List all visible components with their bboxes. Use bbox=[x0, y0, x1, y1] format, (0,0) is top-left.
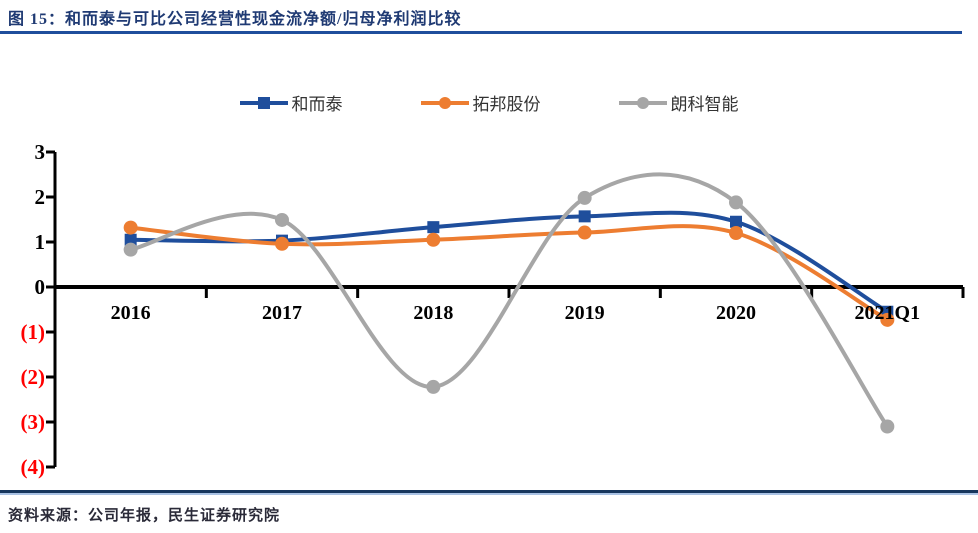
y-tick-label: 0 bbox=[35, 275, 46, 299]
x-tick-label: 2019 bbox=[565, 302, 605, 324]
y-tick-label: (2) bbox=[21, 365, 46, 389]
data-point-square bbox=[427, 221, 440, 234]
legend-line-circle-marker bbox=[618, 95, 667, 111]
y-tick-label: (4) bbox=[21, 455, 46, 479]
legend-label: 和而泰 bbox=[291, 95, 343, 114]
data-point-circle bbox=[880, 419, 895, 434]
y-tick-label: 1 bbox=[35, 230, 46, 254]
legend-line-square-marker bbox=[239, 95, 288, 111]
data-point-circle bbox=[275, 236, 289, 251]
legend-label: 拓邦股份 bbox=[472, 95, 541, 114]
legend-item-hertai: 和而泰 bbox=[239, 90, 343, 115]
data-point-circle bbox=[275, 212, 289, 227]
data-point-circle bbox=[426, 232, 441, 247]
y-tick-label: (1) bbox=[21, 320, 46, 344]
chart-legend: 和而泰 拓邦股份 朗科智能 bbox=[0, 90, 978, 115]
data-point-square bbox=[124, 233, 137, 246]
data-point-square bbox=[730, 215, 742, 228]
legend-line-circle-marker bbox=[420, 95, 469, 111]
x-tick-label: 2016 bbox=[111, 302, 151, 324]
data-point-square bbox=[578, 210, 591, 223]
x-tick-label: 2017 bbox=[262, 302, 302, 324]
data-point-circle bbox=[123, 242, 138, 257]
data-point-circle bbox=[880, 312, 895, 327]
bottom-divider-rule bbox=[0, 490, 978, 493]
bottom-divider-rule-light bbox=[0, 493, 978, 495]
title-divider-rule bbox=[0, 31, 962, 34]
data-point-circle bbox=[426, 379, 441, 394]
legend-item-topband: 拓邦股份 bbox=[420, 90, 541, 115]
x-tick-label: 2018 bbox=[413, 302, 453, 324]
legend-label: 朗科智能 bbox=[670, 95, 739, 114]
legend-item-netac: 朗科智能 bbox=[618, 90, 739, 115]
data-point-circle bbox=[729, 195, 743, 210]
x-tick-label: 2021Q1 bbox=[855, 302, 921, 324]
data-point-circle bbox=[729, 226, 743, 240]
data-point-circle bbox=[123, 220, 138, 235]
data-point-circle bbox=[577, 190, 592, 205]
series-line-1 bbox=[128, 224, 890, 322]
data-point-circle bbox=[577, 225, 592, 240]
y-tick-label: 3 bbox=[35, 140, 46, 164]
y-tick-label: (3) bbox=[21, 410, 46, 434]
x-tick-label: 2020 bbox=[716, 302, 756, 324]
y-tick-label: 2 bbox=[35, 185, 46, 209]
figure-title: 图 15：和而泰与可比公司经营性现金流净额/归母净利润比较 bbox=[8, 11, 462, 28]
series-line-2 bbox=[128, 172, 890, 429]
source-note: 资料来源：公司年报，民生证券研究院 bbox=[8, 508, 281, 524]
